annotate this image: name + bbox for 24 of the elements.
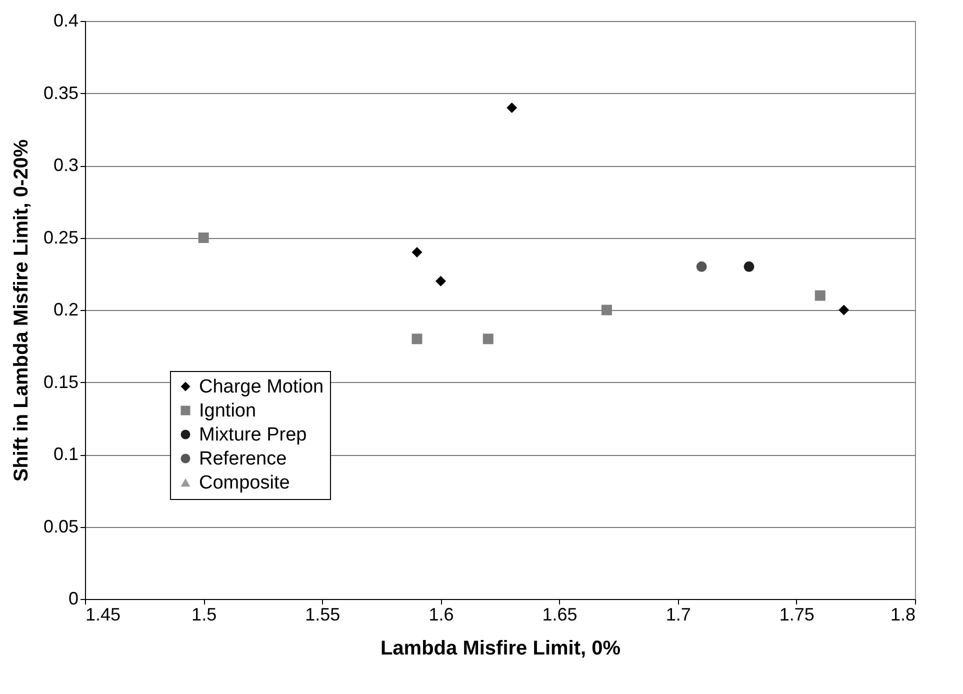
x-tick-label: 1.7 [666,604,691,624]
y-tick-label: 0.35 [43,82,78,103]
x-tick-label: 1.65 [542,604,578,624]
x-tick-label: 1.6 [428,604,454,624]
x-tick-label: 1.75 [779,604,814,624]
legend-label: Composite [199,472,290,494]
y-tick-label: 0.2 [53,300,78,320]
legend-label: Mixture Prep [199,424,307,446]
y-axis-title: Shift in Lambda Misfire Limit, 0-20% [10,139,32,482]
y-tick-label: 0.25 [43,227,78,248]
y-tick-label: 0.15 [43,372,78,392]
y-tick-label: 0.3 [53,155,78,175]
legend-label: Reference [199,448,287,470]
x-tick-label: 1.45 [86,604,121,624]
y-tick-label: 0 [68,588,78,608]
x-tick-label: 1.5 [192,604,217,624]
y-tick-label: 0.05 [43,516,78,536]
x-tick-label: 1.8 [890,604,916,624]
legend-label: Charge Motion [199,376,324,398]
y-tick-label: 0.4 [53,10,78,30]
x-tick-label: 1.55 [305,604,340,624]
y-tick-label: 0.1 [53,444,78,464]
x-axis-title: Lambda Misfire Limit, 0% [380,638,621,660]
legend-label: Igntion [199,400,256,422]
